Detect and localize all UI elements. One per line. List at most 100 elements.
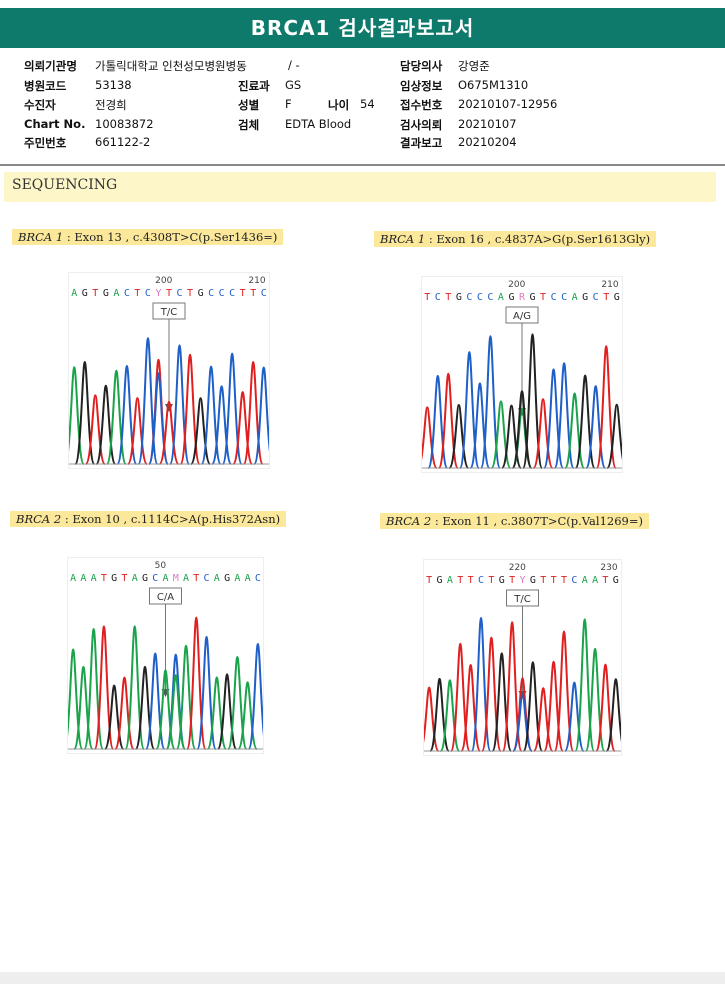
base-call-letter: T (602, 575, 608, 586)
base-call-letter: T (121, 573, 127, 584)
position-tick-label: 210 (601, 280, 618, 290)
position-tick-label: 200 (508, 280, 525, 290)
position-tick-label: 220 (509, 563, 526, 573)
chromatogram-peak (221, 352, 243, 465)
chromatogram-peak (553, 630, 575, 752)
base-call-letter: C (571, 575, 577, 586)
chromatogram-panel: 50 A A A T G T A G C A M A T C A G A A C C/A (67, 557, 264, 754)
base-call-letter: T (240, 288, 246, 299)
chromatogram-peak (448, 404, 470, 469)
chromatogram-panel: 220 230 T G A T T C T G T Y G T T T C A A T G T/C (423, 559, 622, 756)
base-call-letter: A (113, 288, 119, 299)
base-call-letter: C (255, 573, 261, 584)
header-label: 수진자 (24, 98, 56, 112)
base-call-letter: A (447, 575, 453, 586)
header-label: 나이 (328, 98, 350, 112)
chromatogram-peak (479, 335, 501, 469)
base-call-letter: Y (519, 575, 525, 586)
base-call-letter: A (582, 575, 588, 586)
chromatogram-peak (595, 345, 617, 469)
base-call-letter: G (103, 288, 109, 299)
header-label: 의뢰기관명 (24, 59, 77, 73)
chromatogram-svg: 50A A A T G T A G C A M A T C A G A A CC/A (68, 561, 263, 750)
base-call-letter: A (91, 573, 97, 584)
header-label: 검체 (238, 118, 260, 132)
base-call-letter: Y (155, 288, 161, 299)
base-call-letter: T (426, 575, 432, 586)
chromatogram-peak (93, 625, 115, 750)
base-call-letter: C (177, 288, 183, 299)
chromatogram-panel: 200 210 A G T G A C T C Y T C T G C C C T T C T/C (68, 272, 270, 469)
chromatogram-peak (253, 366, 269, 465)
base-call-letter: G (530, 575, 536, 586)
base-call-letter: T (92, 288, 98, 299)
variant-call-label: T/C (160, 307, 177, 318)
base-call-letter: G (508, 292, 514, 303)
base-call-letter: A (572, 292, 578, 303)
variant-caption: BRCA 1 : Exon 13 , c.4308T>C(p.Ser1436=) (12, 229, 284, 245)
base-call-letter: A (132, 573, 138, 584)
base-call-letter: T (134, 288, 140, 299)
header-value: EDTA Blood (285, 117, 352, 131)
header-label: 병원코드 (24, 79, 67, 93)
variant-caption: BRCA 2 : Exon 11 , c.3807T>C(p.Val1269=) (380, 513, 649, 529)
header-value: 20210204 (458, 135, 517, 149)
base-call-letter: G (82, 288, 88, 299)
base-call-letter: G (111, 573, 117, 584)
base-call-letter: C (551, 292, 557, 303)
chromatogram-peak (574, 618, 596, 752)
chromatogram-panel: 200 210 T C T G C C C A G R G T C C A G C T G A/G (421, 276, 623, 473)
base-call-letter: A (80, 573, 86, 584)
header-label: 주민번호 (24, 136, 67, 150)
base-call-letter: C (208, 288, 214, 299)
base-call-letter: T (166, 288, 172, 299)
header-value: 54 (360, 97, 375, 111)
base-call-letter: C (124, 288, 130, 299)
chromatogram-peak (126, 397, 148, 465)
base-call-letter: C (204, 573, 210, 584)
header-value: 661122-2 (95, 135, 151, 149)
base-call-letter: T (457, 575, 463, 586)
base-call-letter: C (477, 292, 483, 303)
base-call-letter: C (478, 575, 484, 586)
chromatogram-peak (247, 642, 263, 750)
header-label: 임상정보 (400, 79, 443, 93)
chromatogram-peak (606, 403, 622, 469)
base-call-letter: R (519, 292, 526, 303)
base-call-letter: C (466, 292, 472, 303)
chromatogram-peak (512, 693, 533, 752)
base-call-letter: A (70, 573, 76, 584)
base-call-letter: A (183, 573, 189, 584)
variant-call-label: T/C (513, 594, 530, 605)
header-label: 성별 (238, 98, 260, 112)
base-call-letter: A (498, 292, 504, 303)
base-call-letter: A (71, 288, 77, 299)
position-tick-label: 200 (155, 276, 172, 286)
base-call-letter: C (435, 292, 441, 303)
header-value: / - (288, 58, 300, 72)
base-call-letter: T (540, 575, 546, 586)
variant-caption: BRCA 2 : Exon 10 , c.1114C>A(p.His372Asn… (10, 511, 287, 527)
base-call-letter: C (487, 292, 493, 303)
base-call-letter: G (613, 575, 619, 586)
base-call-letter: C (152, 573, 158, 584)
chromatogram-peak (422, 406, 438, 469)
chromatogram-peak (511, 390, 533, 469)
base-call-letter: T (424, 292, 430, 303)
header-label: 접수번호 (400, 98, 443, 112)
base-call-letter: A (592, 575, 598, 586)
position-tick-label: 230 (600, 563, 617, 573)
base-call-letter: G (530, 292, 536, 303)
header-divider (0, 164, 725, 166)
chromatogram-peak (564, 681, 585, 752)
base-call-letter: G (224, 573, 230, 584)
header-label: Chart No. (24, 117, 86, 131)
header-value: O675M1310 (458, 78, 529, 92)
base-call-letter: C (561, 292, 567, 303)
base-call-letter: T (551, 575, 557, 586)
base-call-letter: C (229, 288, 235, 299)
base-call-letter: G (142, 573, 148, 584)
base-call-letter: M (173, 573, 179, 584)
